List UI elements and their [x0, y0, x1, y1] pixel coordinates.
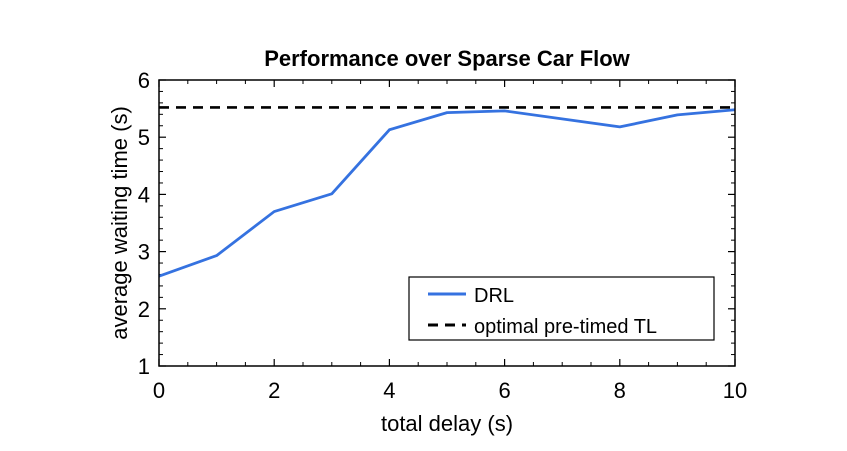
y-tick-label: 5 — [138, 125, 150, 150]
x-tick-label: 10 — [723, 378, 747, 403]
x-axis-label: total delay (s) — [381, 411, 513, 436]
y-tick-label: 2 — [138, 297, 150, 322]
series-group — [158, 106, 736, 278]
y-tick-label: 3 — [138, 240, 150, 265]
legend-label-optimal: optimal pre-timed TL — [474, 316, 657, 338]
plot-frame — [158, 79, 736, 367]
series-line-drl — [158, 108, 736, 278]
x-tick-label: 2 — [268, 378, 280, 403]
legend-label-drl: DRL — [474, 285, 514, 307]
x-tick-label: 4 — [383, 378, 395, 403]
x-tick-label: 6 — [498, 378, 510, 403]
y-tick-label: 4 — [138, 182, 150, 207]
x-tick-label: 0 — [153, 378, 165, 403]
legend-box — [408, 276, 715, 341]
legend: DRL optimal pre-timed TL — [408, 276, 715, 341]
y-axis-label: average waiting time (s) — [107, 106, 132, 340]
y-tick-label: 1 — [138, 354, 150, 379]
y-tick-label: 6 — [138, 68, 150, 93]
chart-title: Performance over Sparse Car Flow — [264, 46, 630, 71]
x-tick-label: 8 — [614, 378, 626, 403]
